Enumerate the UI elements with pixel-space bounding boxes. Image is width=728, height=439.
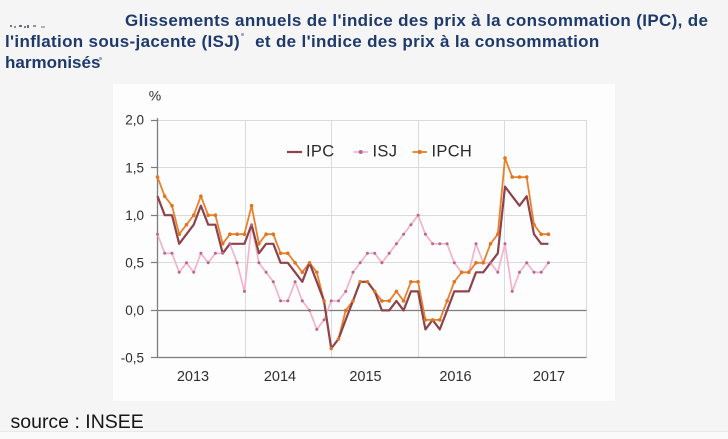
svg-text:1,5: 1,5 xyxy=(125,160,144,175)
svg-text:2015: 2015 xyxy=(349,369,381,385)
svg-text:IPC: IPC xyxy=(306,143,334,161)
svg-text:2,0: 2,0 xyxy=(125,113,144,128)
svg-text:%: % xyxy=(149,88,161,104)
svg-text:0,5: 0,5 xyxy=(125,256,144,271)
svg-text:2014: 2014 xyxy=(264,369,296,385)
svg-text:0,0: 0,0 xyxy=(125,303,144,318)
svg-text:IPCH: IPCH xyxy=(432,143,473,161)
svg-text:1,0: 1,0 xyxy=(125,208,144,223)
svg-text:ISJ: ISJ xyxy=(373,143,398,161)
svg-text:2016: 2016 xyxy=(439,369,471,385)
svg-text:2013: 2013 xyxy=(177,369,209,385)
svg-text:-0,5: -0,5 xyxy=(121,351,144,366)
svg-text:2017: 2017 xyxy=(533,369,565,385)
